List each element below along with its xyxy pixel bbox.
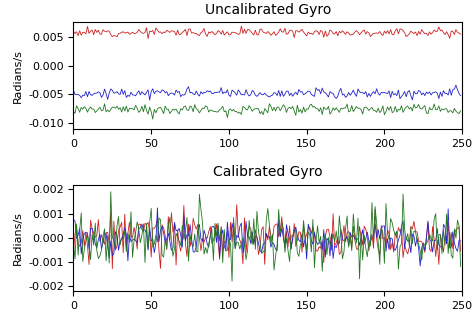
Title: Uncalibrated Gyro: Uncalibrated Gyro: [205, 3, 331, 17]
Y-axis label: Radians/s: Radians/s: [12, 211, 22, 265]
Title: Calibrated Gyro: Calibrated Gyro: [213, 165, 323, 179]
Y-axis label: Radians/s: Radians/s: [13, 49, 23, 103]
